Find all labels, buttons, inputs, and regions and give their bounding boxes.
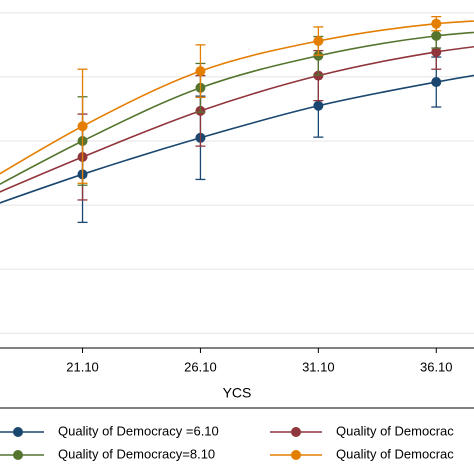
series-line	[0, 31, 474, 186]
x-tick-label: 31.10	[302, 359, 335, 374]
x-tick-label: 21.10	[66, 359, 99, 374]
plot-area	[0, 0, 474, 348]
series-line	[0, 45, 474, 193]
legend-label: Quality of Democracy=8.10	[58, 446, 215, 461]
legend-marker	[291, 450, 301, 460]
legend-label: Quality of Democrac	[336, 446, 454, 461]
legend-label: Quality of Democrac	[336, 423, 454, 438]
legend-label: Quality of Democracy =6.10	[58, 423, 219, 438]
series-line	[0, 74, 474, 204]
point	[431, 46, 442, 57]
x-axis-label: YCS	[223, 385, 252, 401]
legend-marker	[291, 427, 301, 437]
point	[431, 77, 442, 88]
point	[431, 18, 442, 29]
x-tick-label: 26.10	[184, 359, 217, 374]
series-line	[0, 20, 474, 175]
plot	[0, 16, 474, 224]
point	[313, 36, 324, 47]
legend: Quality of Democracy =6.10 Quality of Dem…	[0, 423, 454, 461]
point	[431, 30, 442, 41]
point	[77, 121, 88, 132]
legend-marker	[13, 427, 23, 437]
legend-marker	[13, 450, 23, 460]
legend-box	[0, 407, 474, 474]
point	[313, 100, 324, 111]
x-tick-label: 36.10	[420, 359, 453, 374]
point	[195, 66, 206, 77]
